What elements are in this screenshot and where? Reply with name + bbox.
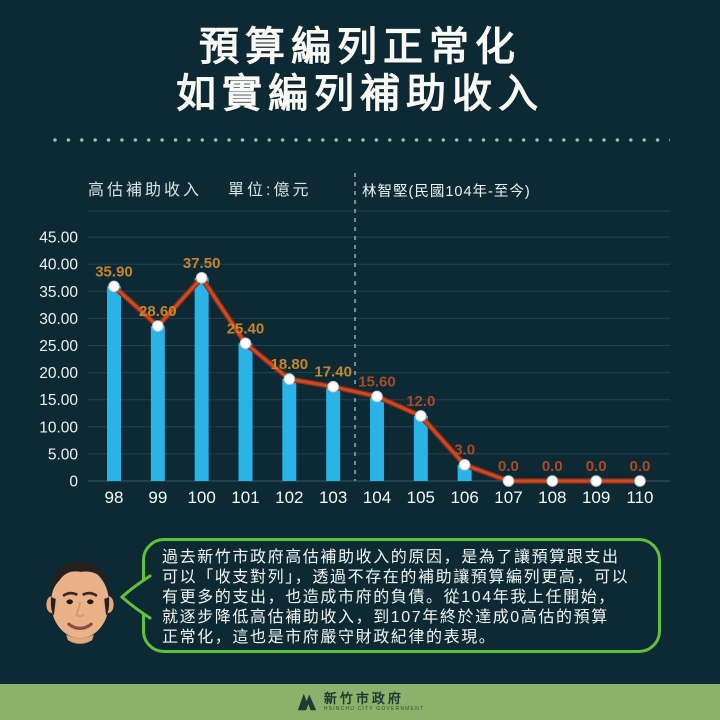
point-value-labels: 35.90 28.60 37.50 25.40 18.80 17.40 15.60 12.0 3… <box>95 255 650 475</box>
svg-text:0.0: 0.0 <box>586 458 607 475</box>
hsinchu-gov-logo-icon <box>297 693 317 711</box>
svg-text:99: 99 <box>148 488 167 507</box>
svg-text:12.0: 12.0 <box>406 393 435 410</box>
svg-text:20.00: 20.00 <box>39 365 78 382</box>
footer-band: 新竹市政府 HSINCHU CITY GOVERNMENT <box>0 684 720 720</box>
page-title-line2: 如實編列補助收入 <box>176 72 544 116</box>
footer-org-name: 新竹市政府 <box>323 691 404 706</box>
svg-text:25.00: 25.00 <box>39 338 78 355</box>
svg-text:103: 103 <box>319 488 347 507</box>
svg-text:25.40: 25.40 <box>227 320 265 337</box>
svg-text:102: 102 <box>275 488 303 507</box>
speech-text-line: 就逐步降低高估補助收入，到107年終於達成0高估的預算 <box>162 609 609 626</box>
speech-text-line: 可以「收支對列」，透過不存在的補助讓預算編列更高，可以 <box>162 569 630 586</box>
svg-text:0.0: 0.0 <box>542 458 563 475</box>
speech-text-line: 過去新竹市政府高估補助收入的原因，是為了讓預算跟支出 <box>162 549 620 566</box>
svg-text:98: 98 <box>105 488 124 507</box>
title-block: 預算編列正常化 如實編列補助收入 <box>0 24 720 118</box>
svg-text:0.0: 0.0 <box>498 458 519 475</box>
dotted-divider <box>52 137 670 144</box>
x-axis-labels: 98 99 100 101 102 103 104 105 106 107 108 109 110 <box>105 488 654 507</box>
lin-chihchien-avatar <box>46 560 114 644</box>
svg-text:100: 100 <box>187 488 215 507</box>
svg-text:30.00: 30.00 <box>39 311 78 328</box>
svg-text:0.0: 0.0 <box>630 458 651 475</box>
chart-canvas: 45.00 40.00 35.00 30.00 25.00 20.00 15.00 10.00… <box>39 173 670 507</box>
hsinchu-gov-logo: 新竹市政府 HSINCHU CITY GOVERNMENT <box>296 691 424 713</box>
speech-region: 過去新竹市政府高估補助收入的原因，是為了讓預算跟支出 可以「收支對列」，透過不存… <box>0 530 720 680</box>
data-points <box>108 271 646 487</box>
speech-bubble: 過去新竹市政府高估補助收入的原因，是為了讓預算跟支出 可以「收支對列」，透過不存… <box>119 538 661 653</box>
era-annotation: 林智堅(民國104年-至今) <box>362 184 531 200</box>
svg-text:105: 105 <box>407 488 435 507</box>
speech-text-line: 正常化，這也是市府嚴守財政紀律的表現。 <box>162 629 497 646</box>
svg-text:110: 110 <box>626 488 653 507</box>
svg-text:10.00: 10.00 <box>39 419 78 436</box>
y-axis-labels: 45.00 40.00 35.00 30.00 25.00 20.00 15.00 10.00… <box>39 230 78 491</box>
svg-text:15.00: 15.00 <box>39 392 78 409</box>
svg-text:15.60: 15.60 <box>358 373 396 390</box>
chart-series-label: 高估補助收入 <box>88 182 203 199</box>
svg-text:0: 0 <box>69 474 78 491</box>
svg-text:40.00: 40.00 <box>39 257 78 274</box>
svg-text:35.00: 35.00 <box>39 284 78 301</box>
svg-text:108: 108 <box>538 488 566 507</box>
svg-text:28.60: 28.60 <box>139 303 177 320</box>
speech-text-line: 有更多的支出，也造成市府的負債。從104年我上任開始， <box>162 589 616 606</box>
page-title-line1: 預算編列正常化 <box>199 25 521 69</box>
svg-text:107: 107 <box>494 488 522 507</box>
svg-text:37.50: 37.50 <box>183 255 221 272</box>
chart-header: 高估補助收入 單位:億元 <box>88 176 311 200</box>
svg-text:109: 109 <box>582 488 610 507</box>
footer-org-caption: HSINCHU CITY GOVERNMENT <box>323 706 425 712</box>
svg-text:35.90: 35.90 <box>95 263 133 280</box>
svg-text:45.00: 45.00 <box>39 230 78 247</box>
svg-text:3.0: 3.0 <box>454 442 475 459</box>
svg-text:17.40: 17.40 <box>314 364 352 381</box>
svg-text:18.80: 18.80 <box>271 356 309 373</box>
svg-text:5.00: 5.00 <box>48 446 79 463</box>
svg-text:104: 104 <box>363 488 391 507</box>
svg-text:101: 101 <box>231 488 259 507</box>
speech-bubble-tail <box>119 574 152 620</box>
chart-unit-label: 單位:億元 <box>228 182 312 199</box>
bars <box>107 277 472 481</box>
subsidy-revenue-chart: 45.00 40.00 35.00 30.00 25.00 20.00 15.00 10.00… <box>39 173 670 507</box>
svg-text:106: 106 <box>450 488 478 507</box>
